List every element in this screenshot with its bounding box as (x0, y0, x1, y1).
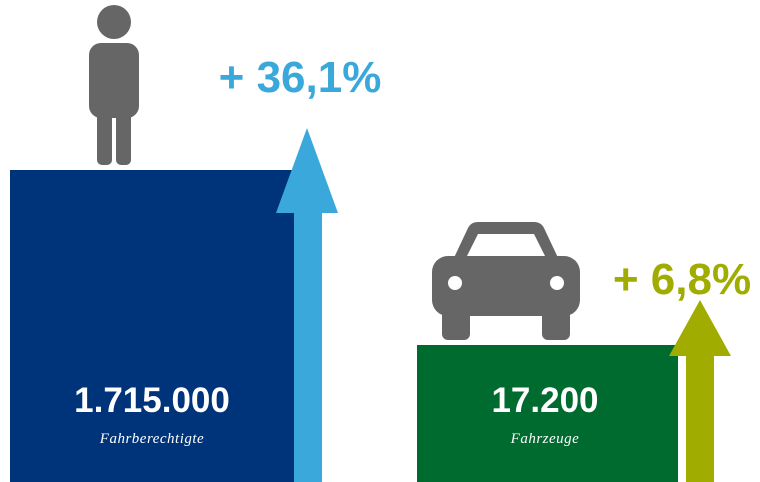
person-icon (89, 5, 139, 165)
car-icon (432, 222, 580, 340)
arrow-shaft (294, 205, 322, 482)
arrow-head (669, 300, 731, 356)
value-label: 17.200 (491, 381, 598, 420)
arrow-head (276, 128, 338, 213)
people-block (10, 170, 322, 482)
change-label: + 36,1% (219, 53, 382, 102)
arrow-shaft (686, 350, 714, 482)
value-label: 1.715.000 (74, 381, 230, 420)
vehicle-block (417, 345, 678, 482)
category-label: Fahrzeuge (510, 431, 580, 447)
category-label: Fahrberechtigte (99, 431, 204, 447)
change-label: + 6,8% (613, 255, 751, 304)
